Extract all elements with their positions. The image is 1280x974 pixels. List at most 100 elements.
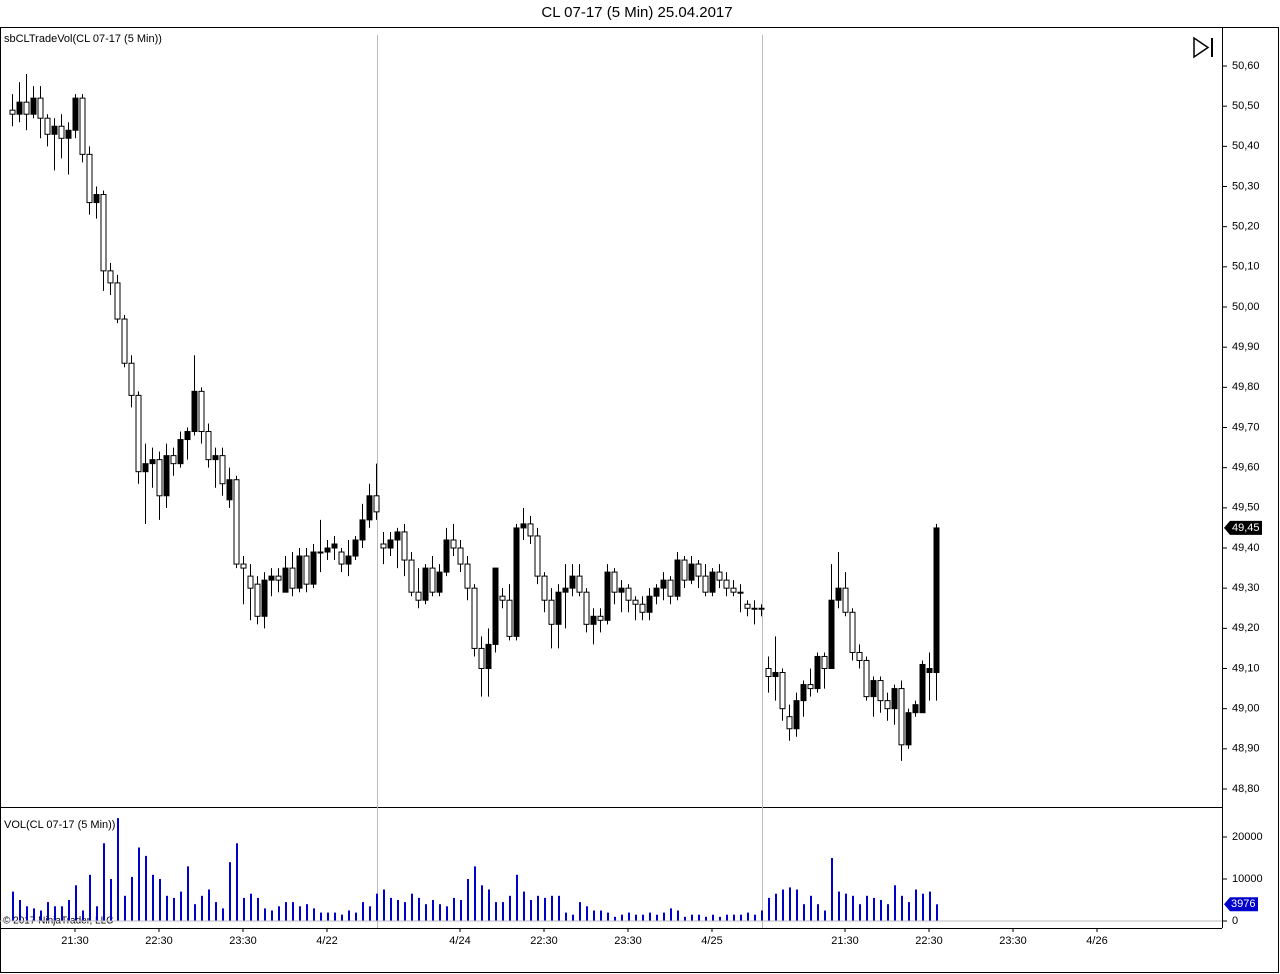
candle-body xyxy=(863,659,870,698)
play-icon[interactable] xyxy=(1193,36,1210,59)
volume-bar xyxy=(635,914,637,921)
volume-bar xyxy=(166,895,168,921)
volume-bar xyxy=(796,889,798,921)
candle-body xyxy=(212,455,219,461)
chart-title: CL 07-17 (5 Min) 25.04.2017 xyxy=(541,4,732,21)
volume-bar xyxy=(243,897,245,921)
candle-body xyxy=(233,479,240,565)
candle-body xyxy=(772,672,779,678)
candle-body xyxy=(744,603,751,609)
volume-bar xyxy=(474,866,476,921)
candle-body xyxy=(16,101,23,115)
candle-body xyxy=(604,571,611,621)
volume-panel-label: VOL(CL 07-17 (5 Min)) xyxy=(4,819,115,831)
volume-bar xyxy=(411,893,413,921)
candle-body xyxy=(394,531,401,541)
volume-bar xyxy=(747,912,749,921)
volume-bar xyxy=(376,893,378,921)
candle-body xyxy=(590,615,597,625)
volume-bar xyxy=(614,916,616,921)
volume-bar xyxy=(180,891,182,921)
volume-bar xyxy=(19,899,21,921)
candle-body xyxy=(324,547,331,553)
x-tick-label: 4/25 xyxy=(701,935,722,947)
y-tick-label: 48,90 xyxy=(1232,743,1260,755)
candle-body xyxy=(800,684,807,702)
volume-bar xyxy=(523,891,525,921)
volume-bar xyxy=(908,902,910,921)
volume-bar xyxy=(677,910,679,921)
candle-body xyxy=(65,129,72,139)
candle-body xyxy=(457,547,464,565)
candle-body xyxy=(198,390,205,433)
candle-body xyxy=(597,615,604,621)
volume-bar xyxy=(236,843,238,921)
volume-bar xyxy=(82,910,84,921)
y-tick-label: 49,50 xyxy=(1232,502,1260,514)
y-tick-label: 49,90 xyxy=(1232,341,1260,353)
y-tick-label: 48,80 xyxy=(1232,783,1260,795)
volume-bar xyxy=(250,893,252,921)
volume-bar xyxy=(26,906,28,921)
volume-bar xyxy=(432,899,434,921)
candle-body xyxy=(611,571,618,593)
candle-body xyxy=(933,527,940,674)
volume-bar xyxy=(306,904,308,921)
volume-bar xyxy=(467,878,469,921)
volume-bar xyxy=(12,891,14,921)
volume-bar xyxy=(110,878,112,921)
volume-bar xyxy=(488,889,490,921)
volume-bar xyxy=(222,908,224,921)
candle-body xyxy=(170,455,177,465)
volume-bar xyxy=(271,910,273,921)
volume-bar xyxy=(789,887,791,921)
volume-bar xyxy=(285,902,287,921)
candle-body xyxy=(835,587,842,601)
volume-bar xyxy=(775,893,777,921)
candle-body xyxy=(737,591,744,594)
candle-body xyxy=(849,611,856,653)
volume-bar xyxy=(880,899,882,921)
candle-body xyxy=(163,455,170,497)
candle-body xyxy=(429,567,436,593)
volume-bar xyxy=(481,885,483,921)
volume-bar xyxy=(187,866,189,921)
volume-bar xyxy=(628,912,630,921)
candle-body xyxy=(842,587,849,613)
candle-body xyxy=(415,591,422,601)
candle-body xyxy=(79,97,86,155)
volume-bar xyxy=(33,908,35,921)
volume-bar xyxy=(915,889,917,921)
candle-body xyxy=(275,575,282,581)
candle-body xyxy=(569,575,576,589)
candle-body xyxy=(366,495,373,521)
candle-body xyxy=(695,563,702,577)
candle-body xyxy=(177,439,184,465)
candle-body xyxy=(877,680,884,702)
candle-body xyxy=(128,362,135,396)
y-tick-label: 50,40 xyxy=(1232,140,1260,152)
candle-body xyxy=(44,117,51,135)
candle-body xyxy=(674,559,681,597)
volume-bar xyxy=(117,818,119,921)
volume-bar xyxy=(565,912,567,921)
volume-bar xyxy=(208,889,210,921)
candle-body xyxy=(331,543,338,549)
candle-body xyxy=(114,282,121,320)
candle-body xyxy=(870,680,877,698)
candle-body xyxy=(807,684,814,690)
candle-body xyxy=(149,459,156,465)
candle-body xyxy=(387,539,394,549)
candle-body xyxy=(639,603,646,613)
candle-body xyxy=(562,587,569,593)
volume-bar xyxy=(572,914,574,921)
volume-bar xyxy=(215,902,217,921)
volume-bar xyxy=(719,916,721,921)
candle-body xyxy=(520,523,527,529)
volume-bar xyxy=(355,912,357,921)
volume-bar xyxy=(439,904,441,921)
volume-bar xyxy=(47,902,49,921)
scroll-end-button[interactable] xyxy=(1193,36,1213,59)
volume-bar xyxy=(782,889,784,921)
